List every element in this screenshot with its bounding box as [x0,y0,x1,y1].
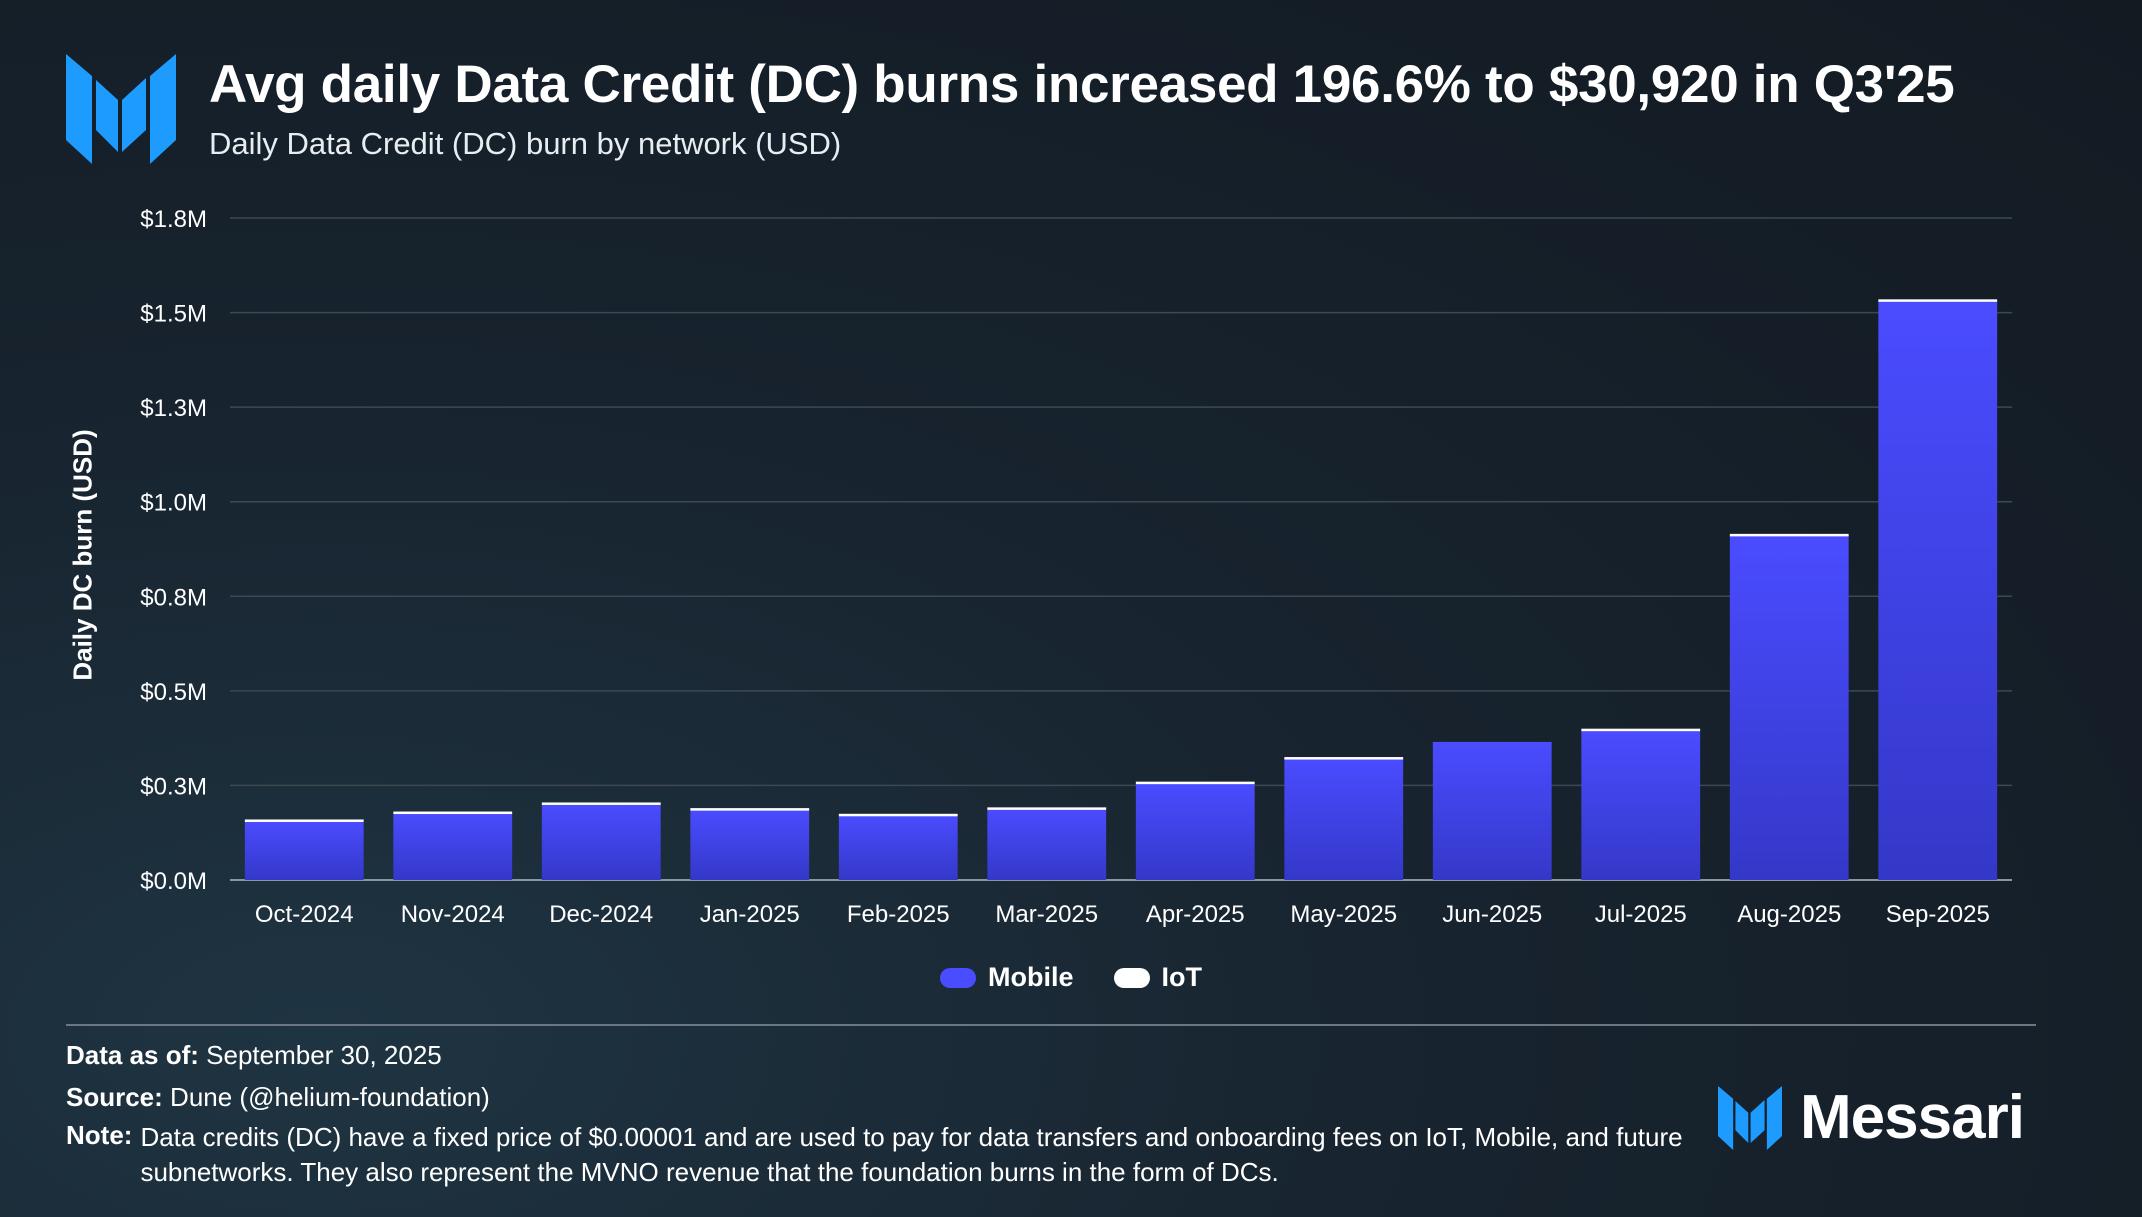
chart-legend: Mobile IoT [0,962,2142,993]
x-tick-label: May-2025 [1290,901,1397,928]
x-tick-label: Apr-2025 [1146,901,1245,928]
messari-logo-icon [66,54,176,164]
data-as-of-label: Data as of: [66,1040,199,1070]
chart-subtitle: Daily Data Credit (DC) burn by network (… [209,126,842,161]
data-as-of-value: September 30, 2025 [206,1040,442,1070]
source-label: Source: [66,1082,163,1112]
bar-mobile-feb-2025 [838,815,958,880]
bar-iot-oct-2024 [244,819,364,822]
x-tick-label: Sep-2025 [1886,901,1990,928]
x-tick-label: Feb-2025 [847,901,950,928]
legend-item-iot[interactable]: IoT [1113,962,1203,993]
legend-label-iot: IoT [1161,962,1203,992]
bar-mobile-jul-2025 [1581,730,1701,880]
bar-iot-jul-2025 [1581,728,1701,732]
bar-mobile-oct-2024 [244,821,364,880]
bar-iot-feb-2025 [838,813,958,817]
chart-title: Avg daily Data Credit (DC) burns increas… [209,55,1955,114]
bar-mobile-jun-2025 [1432,741,1552,880]
bar-mobile-aug-2025 [1729,535,1849,880]
messari-brand: Messari [1718,1082,2025,1153]
bar-mobile-may-2025 [1284,758,1404,880]
y-tick-label: $0.5M [140,679,207,706]
x-tick-label: Jun-2025 [1442,901,1542,928]
bar-iot-mar-2025 [987,807,1107,810]
y-tick-label: $0.8M [140,584,207,611]
messari-footer-logo-icon [1718,1085,1782,1150]
x-tick-label: Mar-2025 [995,901,1098,928]
source-row: Source: Dune (@helium-foundation) [66,1082,490,1113]
bar-iot-sep-2025 [1878,299,1998,302]
x-tick-label: Dec-2024 [549,901,653,928]
x-tick-label: Jan-2025 [700,901,800,928]
bar-iot-jan-2025 [690,808,810,811]
legend-item-mobile[interactable]: Mobile [940,962,1074,993]
bar-mobile-nov-2024 [393,813,513,880]
y-tick-label: $0.0M [140,868,207,895]
y-tick-label: $1.5M [140,301,207,328]
y-tick-label: $1.0M [140,490,207,517]
y-tick-label: $1.3M [140,395,207,422]
note-label: Note: [66,1120,133,1150]
bar-mobile-sep-2025 [1878,301,1998,880]
legend-swatch-mobile [940,967,976,988]
footer-divider [66,1024,2036,1026]
y-tick-label: $1.8M [140,206,207,233]
bar-iot-may-2025 [1284,757,1404,760]
legend-swatch-iot [1113,967,1150,988]
legend-label-mobile: Mobile [988,962,1074,992]
note-row: Note: Data credits (DC) have a fixed pri… [66,1120,1726,1190]
bar-chart: $0.0M $0.3M $0.5M $0.8M $1.0M $1.3M $1.5M $1.8M… [140,206,2012,928]
x-tick-label: Nov-2024 [401,901,505,928]
note-text: Data credits (DC) have a fixed price of … [140,1122,1683,1187]
bar-mobile-mar-2025 [987,809,1107,880]
data-as-of-row: Data as of: September 30, 2025 [66,1040,442,1071]
x-tick-label: Aug-2025 [1737,901,1841,928]
bar-mobile-apr-2025 [1135,783,1255,880]
bar-iot-aug-2025 [1729,533,1849,537]
bar-iot-nov-2024 [393,811,513,815]
source-value: Dune (@helium-foundation) [170,1082,490,1112]
messari-wordmark: Messari [1800,1083,2025,1152]
y-tick-label: $0.3M [140,773,207,800]
bar-mobile-jan-2025 [690,810,810,880]
bar-iot-dec-2024 [541,802,661,805]
x-tick-label: Jul-2025 [1595,901,1687,928]
bar-mobile-dec-2024 [541,804,661,880]
x-tick-label: Oct-2024 [255,901,354,928]
bar-iot-apr-2025 [1135,781,1255,785]
